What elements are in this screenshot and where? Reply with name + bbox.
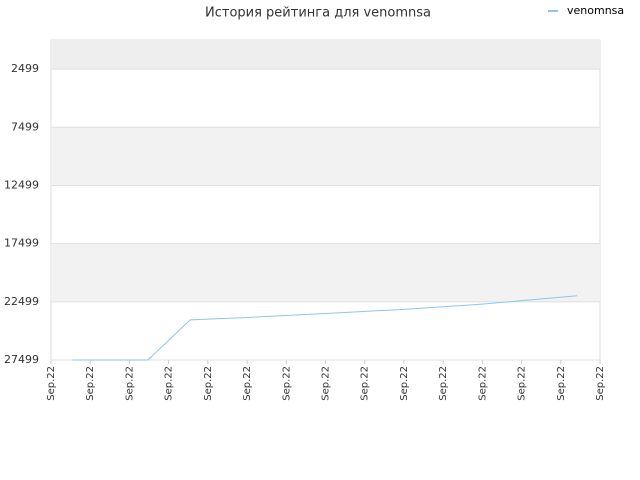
- chart-title: История рейтинга для venomnsa: [205, 6, 431, 21]
- x-tick-label: Sep.22: [595, 366, 606, 401]
- y-tick-label: 27499: [4, 353, 39, 366]
- y-tick-label: 2499: [11, 62, 39, 75]
- x-tick-label: Sep.22: [438, 366, 449, 401]
- x-tick-label: Sep.22: [477, 366, 488, 401]
- x-tick-label: Sep.22: [164, 366, 175, 401]
- plot-background: [50, 39, 601, 361]
- x-tick-label: Sep.22: [281, 366, 292, 401]
- series-line: [72, 295, 578, 361]
- legend-label: venomnsa: [567, 4, 624, 17]
- x-tick-label: Sep.22: [399, 366, 410, 401]
- x-tick-label: Sep.22: [517, 366, 528, 401]
- y-tick-label: 12499: [4, 178, 39, 191]
- x-tick-label: Sep.22: [321, 366, 332, 401]
- plot-band: [51, 127, 600, 186]
- plot-band: [51, 243, 600, 302]
- x-tick-label: Sep.22: [85, 366, 96, 401]
- x-tick-label: Sep.22: [46, 366, 57, 401]
- x-tick-label: Sep.22: [360, 366, 371, 401]
- x-tick-label: Sep.22: [124, 366, 135, 401]
- plot-band: [51, 40, 600, 70]
- y-tick-label: 17499: [4, 237, 39, 250]
- x-tick-label: Sep.22: [242, 366, 253, 401]
- x-tick-label: Sep.22: [556, 366, 567, 401]
- y-tick-label: 22499: [4, 295, 39, 308]
- y-tick-label: 7499: [11, 120, 39, 133]
- x-tick-label: Sep.22: [203, 366, 214, 401]
